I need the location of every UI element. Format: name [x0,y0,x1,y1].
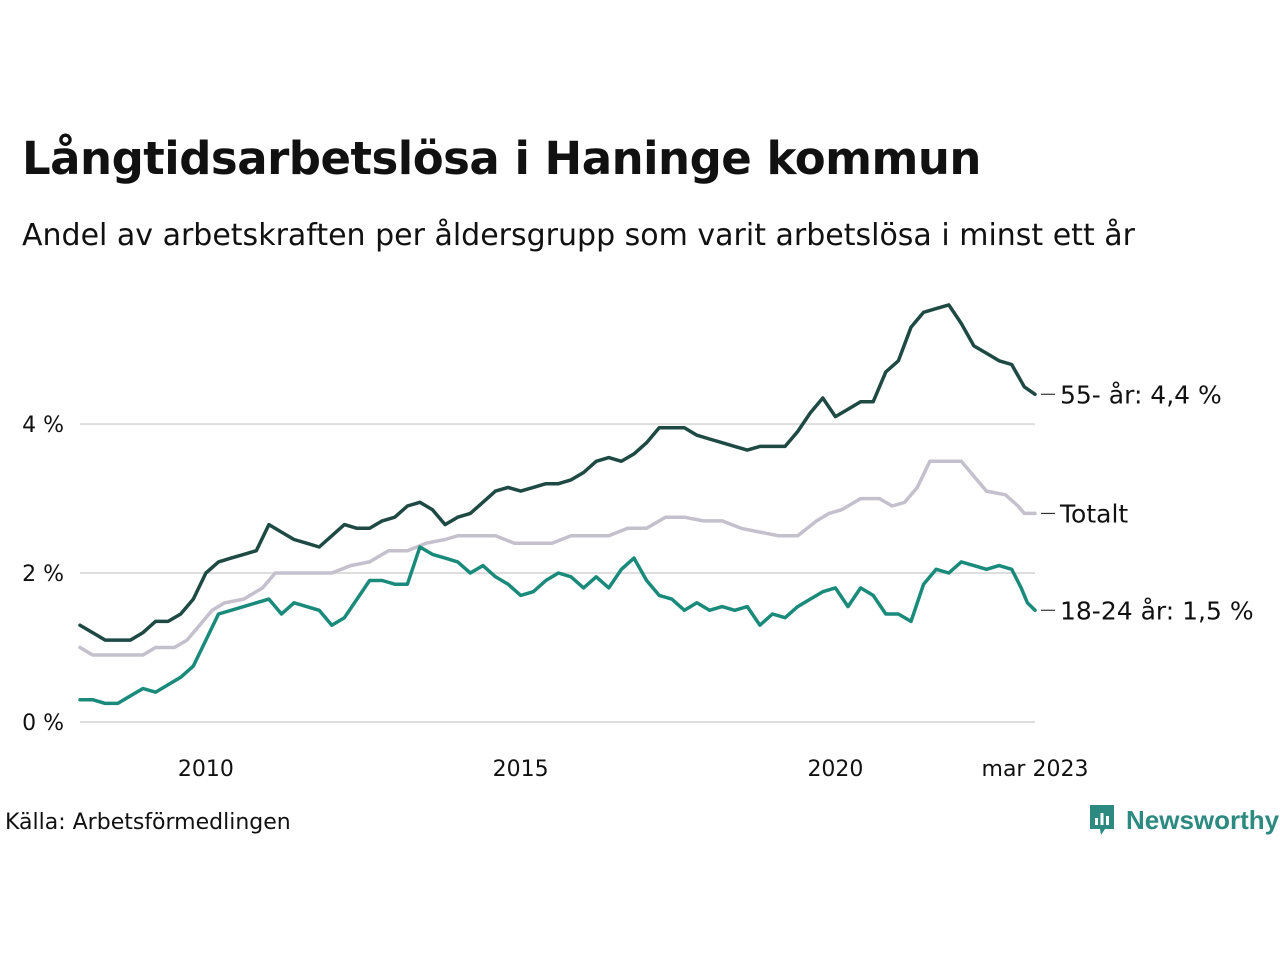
end-labels: 55- år: 4,4 % Totalt 18-24 år: 1,5 % [1041,380,1254,625]
chart-subtitle: Andel av arbetskraften per åldersgrupp s… [22,218,1135,253]
x-axis-ticks: 2010 2015 2020 mar 2023 [178,757,1089,782]
x-tick-label: mar 2023 [982,757,1089,782]
y-axis-ticks: 0 % 2 % 4 % [22,413,64,736]
y-tick-label: 2 % [22,562,64,587]
brand-name: Newsworthy [1126,804,1280,835]
chart-title: Långtidsarbetslösa i Haninge kommun [22,132,981,185]
series-end-label: Totalt [1059,499,1128,528]
brand-logo: Newsworthy [1088,803,1279,837]
series-line [78,545,1037,706]
series-line [78,459,1037,657]
y-tick-label: 4 % [22,413,64,438]
y-tick-label: 0 % [22,711,64,736]
series-line [78,303,1037,642]
newsworthy-logo-icon [1090,805,1114,835]
x-tick-label: 2010 [178,757,234,782]
series-end-label: 55- år: 4,4 % [1060,380,1222,409]
source-note: Källa: Arbetsförmedlingen [5,810,291,835]
series-lines [78,303,1037,706]
x-tick-label: 2015 [493,757,549,782]
series-end-label: 18-24 år: 1,5 % [1060,596,1254,625]
x-tick-label: 2020 [807,757,863,782]
